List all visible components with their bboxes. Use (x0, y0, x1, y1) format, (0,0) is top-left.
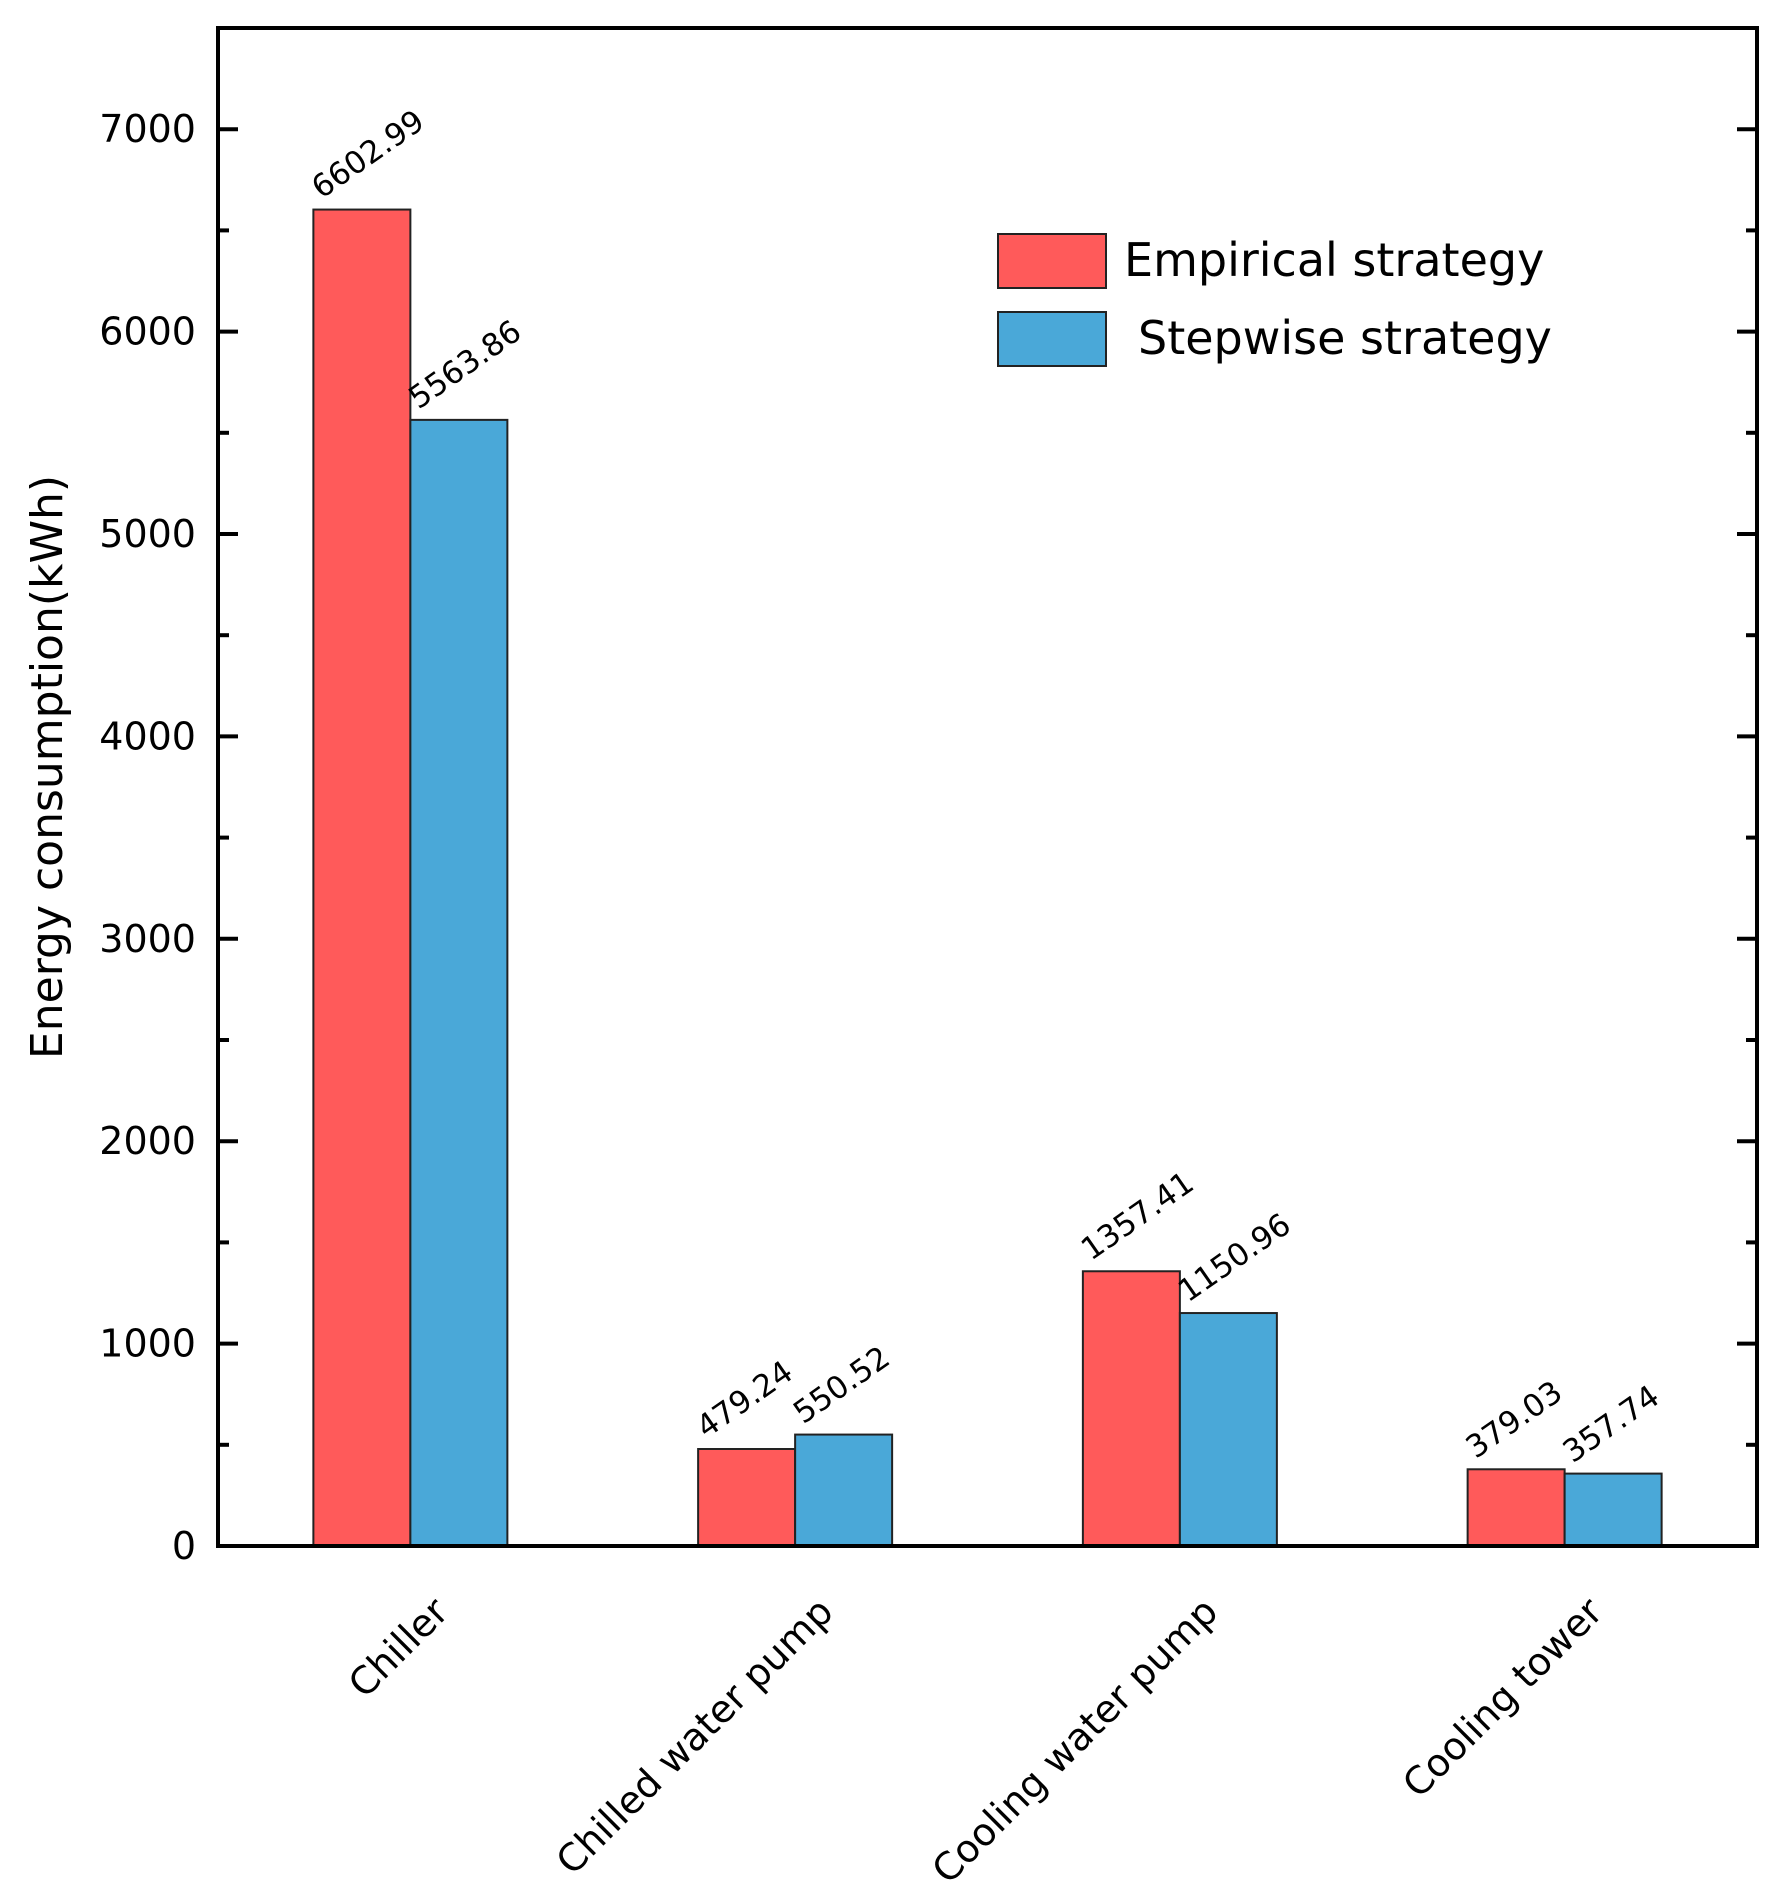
bars (312, 208, 1663, 1548)
legend-swatch-stepwise (997, 311, 1107, 367)
y-tick-label: 2000 (99, 1119, 196, 1163)
y-tick-labels: 0 1000 2000 3000 4000 5000 6000 7000 (99, 107, 196, 1568)
bar-stepwise (409, 418, 509, 1547)
y-tick-label: 6000 (99, 310, 196, 354)
y-tick-label: 5000 (99, 512, 196, 556)
y-tick-label: 0 (172, 1524, 196, 1568)
legend-label-empirical: Empirical strategy (1124, 233, 1544, 287)
legend-label-stepwise: Stepwise strategy (1138, 311, 1552, 365)
legend-swatch-empirical (997, 233, 1107, 289)
bar-empirical (1081, 1270, 1181, 1548)
y-axis-title: Energy consumption(kWh) (22, 475, 73, 1059)
bar-empirical (1466, 1468, 1566, 1547)
y-tick-label: 7000 (99, 107, 196, 151)
bar-stepwise (794, 1433, 894, 1547)
y-tick-label: 3000 (99, 917, 196, 961)
bar-stepwise (1178, 1312, 1278, 1547)
bar-stepwise (1563, 1472, 1663, 1547)
legend: Empirical strategy Stepwise strategy (997, 233, 1552, 367)
bar-empirical (312, 208, 412, 1548)
plot-frame (216, 26, 1759, 1548)
y-tick-label: 1000 (99, 1322, 196, 1366)
y-tick-label: 4000 (99, 714, 196, 758)
bar-empirical (697, 1448, 797, 1548)
